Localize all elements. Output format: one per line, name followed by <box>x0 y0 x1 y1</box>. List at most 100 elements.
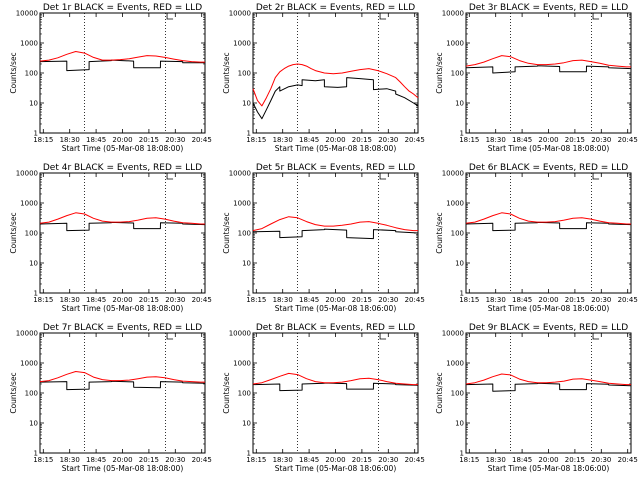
x-tick-label: 18:30 <box>60 136 80 144</box>
x-tick-label: 20:00 <box>538 136 558 144</box>
y-axis-label: Counts/sec <box>222 372 231 413</box>
x-tick-label: 20:15 <box>565 136 585 144</box>
x-tick-label: 18:15 <box>459 136 479 144</box>
x-tick-label: 20:15 <box>352 456 372 464</box>
chart-panel-9: Det 9r BLACK = Events, RED = LLD 1 10 100 10… <box>435 323 638 473</box>
y-axis-label: Counts/sec <box>9 212 18 253</box>
y-tick-label: 10000 <box>16 170 38 178</box>
x-tick-label: 20:00 <box>325 456 345 464</box>
y-tick-label: 10 <box>242 420 251 428</box>
series-line-red <box>39 371 205 383</box>
y-tick-label: 100 <box>25 70 38 78</box>
series-line-black <box>252 77 419 120</box>
x-tick-label: 20:30 <box>591 456 611 464</box>
y-tick-label: 1 <box>247 290 251 298</box>
x-tick-label: 20:45 <box>618 456 638 464</box>
y-tick-label: 10000 <box>16 10 38 18</box>
x-tick-label: 20:45 <box>192 296 212 304</box>
y-tick-label: 100 <box>451 230 464 238</box>
x-tick-label: 20:30 <box>378 456 398 464</box>
x-tick-label: 20:15 <box>139 136 159 144</box>
series-line-red <box>252 216 418 232</box>
x-tick-label: 18:45 <box>512 296 532 304</box>
chart-title: Det 2r BLACK = Events, RED = LLD <box>256 3 415 13</box>
chart-title: Det 1r BLACK = Events, RED = LLD <box>43 3 202 13</box>
y-tick-label: 1 <box>34 450 38 458</box>
x-tick-label: 20:45 <box>405 296 425 304</box>
y-tick-label: 10 <box>242 100 251 108</box>
y-tick-label: 1000 <box>233 200 251 208</box>
plot-frame <box>252 172 419 294</box>
x-tick-label: 20:30 <box>165 456 185 464</box>
x-tick-label: 20:45 <box>405 136 425 144</box>
y-tick-label: 10000 <box>229 170 251 178</box>
x-tick-label: 18:15 <box>246 456 266 464</box>
y-tick-label: 1 <box>247 130 251 138</box>
series-line-red <box>252 372 418 386</box>
chart-title: Det 8r BLACK = Events, RED = LLD <box>256 323 415 333</box>
series-line-red <box>39 212 205 225</box>
y-tick-label: 10000 <box>229 330 251 338</box>
x-axis-label: Start Time (05-Mar-08 18:08:00) <box>62 144 184 153</box>
series-line-red <box>465 212 631 225</box>
x-tick-label: 18:45 <box>86 456 106 464</box>
x-tick-label: 20:30 <box>591 296 611 304</box>
chart-panel-1: Det 1r BLACK = Events, RED = LLD 1 10 100 10… <box>9 3 212 153</box>
x-tick-label: 20:15 <box>565 296 585 304</box>
y-axis-label: Counts/sec <box>435 52 444 93</box>
corner-marker <box>379 173 387 180</box>
chart-title: Det 9r BLACK = Events, RED = LLD <box>469 323 628 333</box>
x-tick-label: 20:15 <box>352 296 372 304</box>
x-tick-label: 20:30 <box>378 296 398 304</box>
chart-panel-2: Det 2r BLACK = Events, RED = LLD 1 10 100 10… <box>222 3 425 153</box>
plot-frame <box>252 12 419 134</box>
y-tick-label: 10000 <box>442 170 464 178</box>
x-axis-label: Start Time (05-Mar-08 18:08:00) <box>275 144 397 153</box>
x-tick-label: 20:15 <box>565 456 585 464</box>
y-tick-label: 1000 <box>20 40 38 48</box>
plot-frame <box>39 12 206 134</box>
y-tick-label: 10 <box>455 420 464 428</box>
y-tick-label: 10 <box>29 260 38 268</box>
x-tick-label: 20:00 <box>112 456 132 464</box>
y-axis-label: Counts/sec <box>9 52 18 93</box>
corner-marker <box>592 13 600 20</box>
chart-title: Det 7r BLACK = Events, RED = LLD <box>43 323 202 333</box>
x-tick-label: 18:45 <box>512 136 532 144</box>
x-tick-label: 20:15 <box>139 296 159 304</box>
y-tick-label: 100 <box>238 390 251 398</box>
series-line-black <box>252 228 419 240</box>
x-tick-label: 20:30 <box>165 136 185 144</box>
corner-marker <box>379 13 387 20</box>
y-tick-label: 1000 <box>20 360 38 368</box>
x-axis-label: Start Time (05-Mar-08 18:06:00) <box>488 464 610 473</box>
x-tick-label: 18:30 <box>486 136 506 144</box>
series-line-black <box>465 382 632 392</box>
x-tick-label: 20:30 <box>165 296 185 304</box>
x-tick-label: 20:00 <box>538 456 558 464</box>
chart-panel-3: Det 3r BLACK = Events, RED = LLD 1 10 100 10… <box>435 3 638 153</box>
plot-frame <box>465 12 632 134</box>
x-axis-label: Start Time (05-Mar-08 18:08:00) <box>488 144 610 153</box>
x-tick-label: 18:15 <box>33 136 53 144</box>
x-tick-label: 18:30 <box>60 456 80 464</box>
y-tick-label: 100 <box>25 230 38 238</box>
chart-panel-7: Det 7r BLACK = Events, RED = LLD 1 10 100 10… <box>9 323 212 473</box>
x-axis-label: Start Time (05-Mar-08 18:08:00) <box>62 304 184 313</box>
y-tick-label: 1 <box>247 450 251 458</box>
plot-frame <box>39 332 206 454</box>
x-axis-label: Start Time (05-Mar-08 18:06:00) <box>275 304 397 313</box>
chart-title: Det 3r BLACK = Events, RED = LLD <box>469 3 628 13</box>
corner-marker <box>379 333 387 340</box>
y-tick-label: 1000 <box>446 200 464 208</box>
chart-title: Det 5r BLACK = Events, RED = LLD <box>256 163 415 173</box>
x-tick-label: 20:00 <box>112 136 132 144</box>
chart-title: Det 6r BLACK = Events, RED = LLD <box>469 163 628 173</box>
x-tick-label: 18:30 <box>486 456 506 464</box>
plot-frame <box>465 172 632 294</box>
y-tick-label: 10000 <box>442 10 464 18</box>
series-line-red <box>465 373 631 386</box>
y-tick-label: 1 <box>460 450 464 458</box>
y-axis-label: Counts/sec <box>222 212 231 253</box>
y-tick-label: 1000 <box>233 40 251 48</box>
